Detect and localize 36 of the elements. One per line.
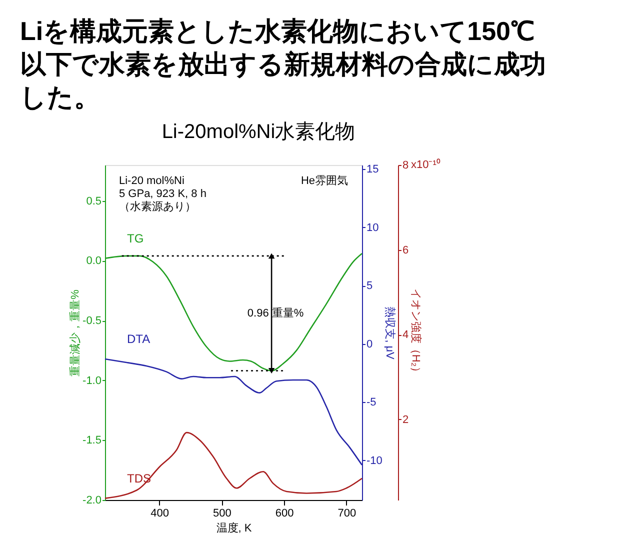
text: x10⁻¹⁰ xyxy=(411,158,440,171)
y-axis-title: 重量減少，重量% xyxy=(68,289,82,376)
annotation: He雰囲気 xyxy=(300,175,348,187)
y2-axis-title: 熱収支, μV xyxy=(383,306,396,360)
x-tick-label: 700 xyxy=(338,508,356,520)
x-tick-label: 400 xyxy=(150,508,169,520)
y2-tick-label: -10 xyxy=(366,454,382,467)
series-label: DTA xyxy=(127,332,150,346)
x-tick-label: 500 xyxy=(212,508,232,520)
x-axis-title: 温度, K xyxy=(216,522,252,534)
annotation: （水素源あり） xyxy=(119,200,196,213)
y-tick-label: -1.0 xyxy=(82,374,102,387)
y2-tick-label: 10 xyxy=(366,222,379,234)
series-label: TDS xyxy=(127,471,151,486)
chart-title: Liを構成元素とした水素化物において150℃以下で水素を放出する新規材料の合成に成功した。 xyxy=(20,16,546,112)
y-tick-label: -2.0 xyxy=(82,494,102,506)
line-series xyxy=(104,432,363,499)
y3-axis-title: イオン強度（H₂） xyxy=(410,288,423,378)
annotation: Li-20 mol%Ni xyxy=(119,175,184,187)
annotation: 0.96 重量% xyxy=(247,306,304,320)
y2-tick-label: 15 xyxy=(366,164,379,176)
y-tick-label: -1.5 xyxy=(82,434,102,447)
y-tick-label: 0.0 xyxy=(86,255,102,268)
chart-subtitle: Li-20mol%Ni水素化物 xyxy=(162,121,356,143)
y2-tick-label: 0 xyxy=(366,338,373,350)
y2-tick-label: -5 xyxy=(366,396,376,409)
y-tick-label: 0.5 xyxy=(86,195,102,208)
y2-tick-label: 5 xyxy=(366,280,373,292)
y3-tick-label: 8 xyxy=(402,160,409,172)
y3-tick-label: 2 xyxy=(402,414,409,426)
series-label: TG xyxy=(127,231,144,246)
y3-tick-label: 4 xyxy=(402,329,409,342)
x-tick-label: 600 xyxy=(275,508,294,520)
y-tick-label: -0.5 xyxy=(82,315,102,328)
annotation: 5 GPa, 923 K, 8 h xyxy=(119,188,206,200)
y3-tick-label: 6 xyxy=(402,244,409,256)
